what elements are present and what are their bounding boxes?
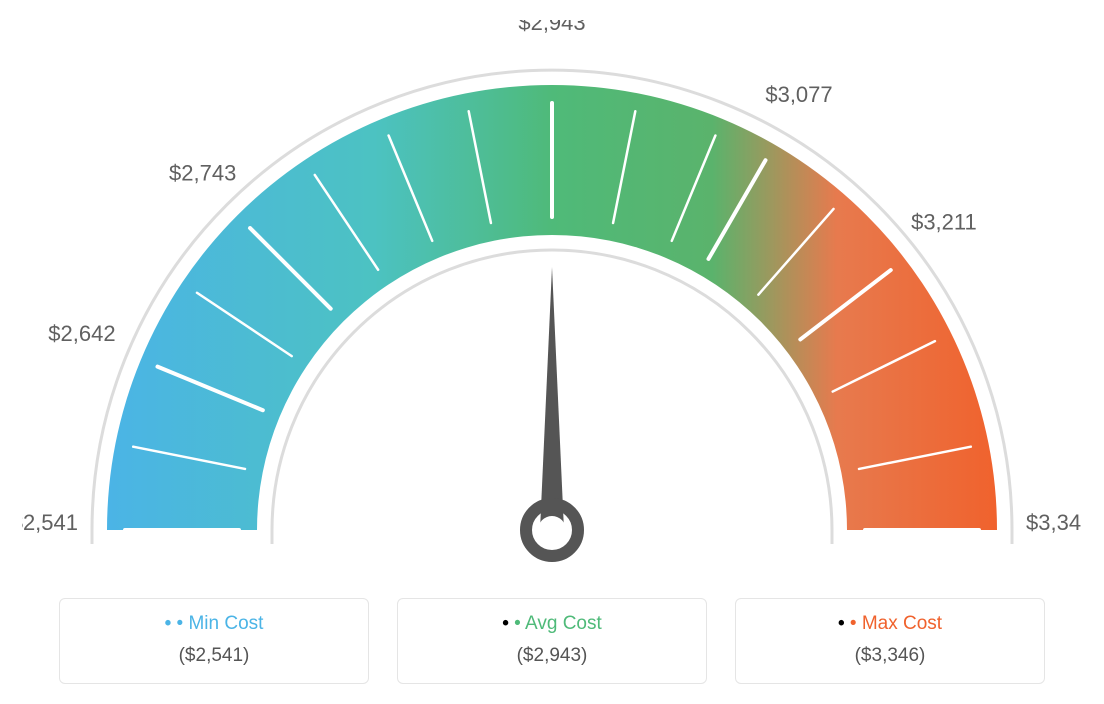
- legend-card-avg: • Avg Cost ($2,943): [397, 598, 707, 684]
- legend-value-max: ($3,346): [746, 645, 1034, 667]
- gauge-needle: [540, 267, 564, 530]
- legend-card-max: • Max Cost ($3,346): [735, 598, 1045, 684]
- legend-value-avg: ($2,943): [408, 645, 696, 667]
- legend-title-max: • Max Cost: [746, 613, 1034, 635]
- gauge-tick-label: $2,743: [169, 161, 236, 186]
- gauge-tick-label: $2,541: [22, 510, 78, 535]
- legend-value-min: ($2,541): [70, 645, 358, 667]
- gauge-container: $2,541 $2,642 $2,743 $2,943 $3,077 $3,211 $3,3…: [20, 20, 1084, 580]
- legend-row: • Min Cost ($2,541) • Avg Cost ($2,943) …: [20, 598, 1084, 684]
- gauge-tick-label: $3,077: [765, 82, 832, 107]
- legend-title-avg: • Avg Cost: [408, 613, 696, 635]
- gauge-tick-label: $3,346: [1026, 510, 1082, 535]
- gauge-tick-label: $2,943: [518, 20, 585, 35]
- gauge-tick-label: $3,211: [911, 209, 977, 234]
- legend-card-min: • Min Cost ($2,541): [59, 598, 369, 684]
- gauge-chart: $2,541 $2,642 $2,743 $2,943 $3,077 $3,211 $3,3…: [22, 20, 1082, 580]
- legend-title-min: • Min Cost: [70, 613, 358, 635]
- gauge-tick-label: $2,642: [48, 321, 115, 346]
